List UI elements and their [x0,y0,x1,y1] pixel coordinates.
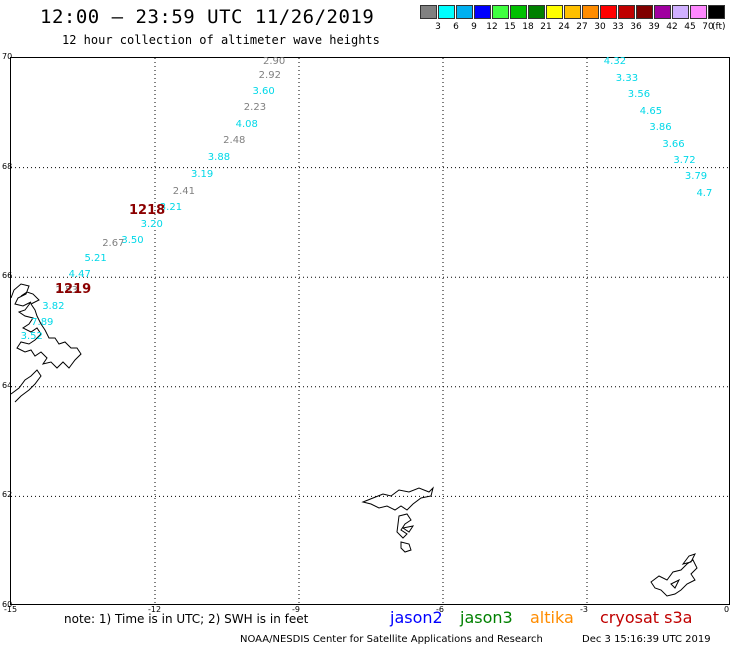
wave-height-point: 4.7 [696,187,713,199]
longitude-label: -9 [292,605,300,614]
wave-height-point: 3.88 [207,151,231,163]
wave-height-point: 3.66 [662,138,685,150]
wave-height-point: 2.41 [172,185,196,197]
longitude-label: -3 [580,605,588,614]
shetland-coast [650,553,698,597]
legend-swatch [672,5,689,19]
legend-swatch [456,5,473,19]
wave-height-point: 3.50 [121,235,144,247]
wave-height-point: 3.20 [140,218,163,230]
wave-height-point: 4.32 [603,56,627,68]
legend-unit: (ft) [712,22,726,32]
satellite-name: jason3 [460,608,513,627]
wave-height-point: 3.79 [684,171,708,183]
usage-note: note: 1) Time is in UTC; 2) SWH is in fe… [64,612,309,626]
legend-label: 30 [594,22,606,32]
latitude-label: 70 [2,52,13,61]
legend-swatch [474,5,491,19]
legend-label: 18 [522,22,534,32]
satellite-name: jason2 [390,608,443,627]
longitude-label: 0 [724,605,730,614]
wave-height-point: 2.48 [223,135,246,147]
iceland-coastline [10,283,82,369]
wave-height-point: 3.56 [627,89,651,101]
generation-timestamp: Dec 3 15:16:39 UTC 2019 [582,634,711,645]
legend-label: 3 [435,22,441,32]
faroe-suduroy [400,541,412,553]
wave-height-point: 3.33 [615,72,639,84]
map-title: 12:00 – 23:59 UTC 11/26/2019 [40,6,375,28]
legend-swatch [564,5,581,19]
legend-swatch [528,5,545,19]
legend-swatch [420,5,437,19]
track-label-1219: 1219 [55,282,92,297]
wave-height-point: 7.89 [31,317,54,329]
legend-swatch [510,5,527,19]
map-canvas [10,58,731,606]
wave-height-point: 3.82 [42,300,65,312]
coastlines [10,283,698,597]
latitude-label: 60 [2,600,13,609]
latitude-label: 68 [2,161,13,171]
legend-label: 39 [648,22,660,32]
legend-label: 24 [558,22,570,32]
wave-height-point: 2.23 [243,101,267,113]
legend-label: 45 [684,22,696,32]
legend-label: 36 [630,22,642,32]
legend-swatch [492,5,509,19]
legend-label: 33 [612,22,624,32]
wave-height-point: 2.67 [102,238,125,250]
legend-swatch [708,5,725,19]
legend-label: 42 [666,22,678,32]
wave-height-point: 4.65 [639,105,663,117]
legend-swatch [438,5,455,19]
wave-height-point: 3.72 [673,155,696,167]
legend-swatch [600,5,617,19]
longitude-label: -6 [436,605,444,614]
wave-height-point: 2.53 [55,285,78,297]
legend-swatch [636,5,653,19]
longitude-label: -12 [148,605,162,614]
latitude-label: 62 [2,490,13,500]
legend-label: 12 [486,22,498,32]
longitude-label: -15 [4,605,18,614]
faroe-islands-south [396,513,415,539]
legend-label: 9 [471,22,477,32]
iceland-south-coast [10,369,42,403]
wave-height-point: 5.21 [84,252,107,264]
wave-height-point: 3.19 [191,169,214,181]
wave-height-point: 3.60 [252,85,275,97]
wave-height-color-legend: 3 6 9 12 15 18 21 24 27 30 33 36 39 42 45 70 (ft) [420,5,730,35]
legend-swatch [690,5,707,19]
map-subtitle: 12 hour collection of altimeter wave hei… [62,33,380,47]
graticule-grid [11,58,731,606]
wave-height-point: 2.92 [258,69,281,81]
satellite-name: altika [530,608,574,627]
legend-swatch [654,5,671,19]
legend-label: 15 [504,22,516,32]
legend-swatch [618,5,635,19]
legend-label: 27 [576,22,588,32]
credit-line: NOAA/NESDIS Center for Satellite Applica… [240,634,543,645]
legend-label: 70 [702,22,714,32]
satellite-name: cryosat s3a [600,608,693,627]
track-label-1218: 1218 [129,203,166,218]
legend-swatch [582,5,599,19]
latitude-label: 64 [2,380,13,390]
wave-height-point: 4.08 [235,118,258,130]
legend-swatch [546,5,563,19]
wave-height-point: 3.21 [159,202,183,214]
faroe-islands-coast [361,486,434,511]
legend-label: 21 [540,22,552,32]
wave-height-point: 3.52 [20,331,43,343]
latitude-label: 66 [2,271,13,281]
wave-height-point: 3.86 [649,122,672,134]
altimeter-map: 2.90 2.92 3.60 2.23 4.08 2.48 3.88 3.19 2.41 3.21… [10,56,731,606]
wave-height-point: 4.47 [68,269,91,280]
legend-label: 6 [453,22,459,32]
wave-height-point: 2.90 [263,56,286,68]
